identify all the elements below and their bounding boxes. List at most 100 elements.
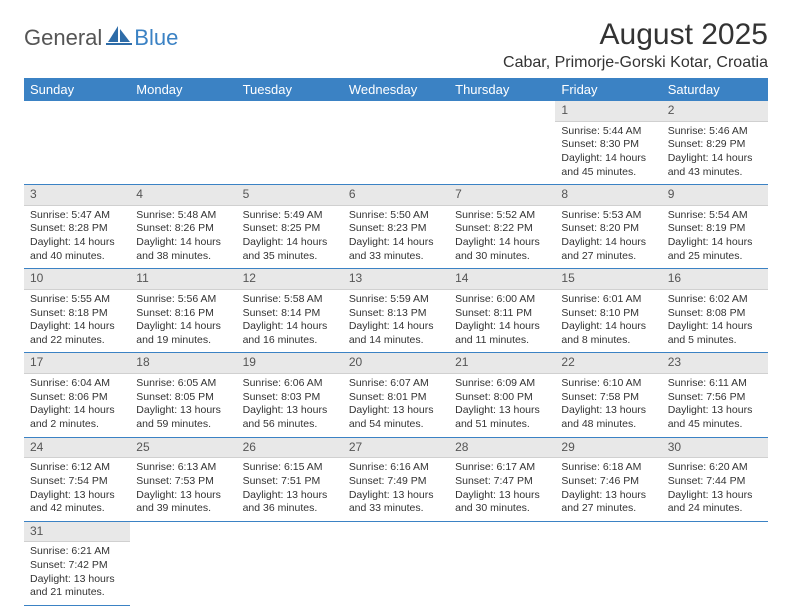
logo: General Blue — [24, 18, 178, 51]
sunset-line: Sunset: 8:16 PM — [136, 307, 230, 321]
calendar-cell: 20Sunrise: 6:07 AMSunset: 8:01 PMDayligh… — [343, 353, 449, 437]
day-number: 20 — [343, 353, 449, 374]
sunset-line: Sunset: 7:49 PM — [349, 475, 443, 489]
sunset-line: Sunset: 8:22 PM — [455, 222, 549, 236]
day-body: Sunrise: 6:12 AMSunset: 7:54 PMDaylight:… — [24, 458, 130, 521]
day-number: 27 — [343, 438, 449, 459]
sunrise-line: Sunrise: 6:00 AM — [455, 293, 549, 307]
sunset-line: Sunset: 8:08 PM — [668, 307, 762, 321]
calendar-row: 17Sunrise: 6:04 AMSunset: 8:06 PMDayligh… — [24, 353, 768, 437]
day-number: 16 — [662, 269, 768, 290]
day-body: Sunrise: 5:48 AMSunset: 8:26 PMDaylight:… — [130, 206, 236, 269]
daylight-line: Daylight: 13 hours and 45 minutes. — [668, 404, 762, 431]
sunset-line: Sunset: 8:00 PM — [455, 391, 549, 405]
title-block: August 2025 Cabar, Primorje-Gorski Kotar… — [503, 18, 768, 72]
day-number: 2 — [662, 101, 768, 122]
sunset-line: Sunset: 8:19 PM — [668, 222, 762, 236]
calendar-cell: 21Sunrise: 6:09 AMSunset: 8:00 PMDayligh… — [449, 353, 555, 437]
daylight-line: Daylight: 14 hours and 16 minutes. — [243, 320, 337, 347]
day-number: 5 — [237, 185, 343, 206]
sunset-line: Sunset: 7:46 PM — [561, 475, 655, 489]
day-number: 18 — [130, 353, 236, 374]
day-body: Sunrise: 5:44 AMSunset: 8:30 PMDaylight:… — [555, 122, 661, 185]
day-body: Sunrise: 5:54 AMSunset: 8:19 PMDaylight:… — [662, 206, 768, 269]
sunset-line: Sunset: 8:25 PM — [243, 222, 337, 236]
day-body: Sunrise: 6:17 AMSunset: 7:47 PMDaylight:… — [449, 458, 555, 521]
day-number: 17 — [24, 353, 130, 374]
weekday-header: Monday — [130, 78, 236, 101]
weekday-header: Saturday — [662, 78, 768, 101]
sunrise-line: Sunrise: 6:04 AM — [30, 377, 124, 391]
day-body: Sunrise: 6:10 AMSunset: 7:58 PMDaylight:… — [555, 374, 661, 437]
day-number: 28 — [449, 438, 555, 459]
daylight-line: Daylight: 14 hours and 2 minutes. — [30, 404, 124, 431]
sunrise-line: Sunrise: 5:50 AM — [349, 209, 443, 223]
calendar-cell-empty — [555, 521, 661, 605]
calendar-cell-empty — [449, 101, 555, 185]
calendar-body: 1Sunrise: 5:44 AMSunset: 8:30 PMDaylight… — [24, 101, 768, 605]
day-body: Sunrise: 5:52 AMSunset: 8:22 PMDaylight:… — [449, 206, 555, 269]
sunset-line: Sunset: 7:44 PM — [668, 475, 762, 489]
day-number: 26 — [237, 438, 343, 459]
calendar-row: 31Sunrise: 6:21 AMSunset: 7:42 PMDayligh… — [24, 521, 768, 605]
day-number: 3 — [24, 185, 130, 206]
calendar-row: 10Sunrise: 5:55 AMSunset: 8:18 PMDayligh… — [24, 269, 768, 353]
day-body: Sunrise: 5:50 AMSunset: 8:23 PMDaylight:… — [343, 206, 449, 269]
day-body: Sunrise: 6:21 AMSunset: 7:42 PMDaylight:… — [24, 542, 130, 605]
daylight-line: Daylight: 14 hours and 30 minutes. — [455, 236, 549, 263]
day-number: 6 — [343, 185, 449, 206]
calendar-cell: 1Sunrise: 5:44 AMSunset: 8:30 PMDaylight… — [555, 101, 661, 185]
day-number: 9 — [662, 185, 768, 206]
calendar-cell: 16Sunrise: 6:02 AMSunset: 8:08 PMDayligh… — [662, 269, 768, 353]
daylight-line: Daylight: 14 hours and 5 minutes. — [668, 320, 762, 347]
calendar-cell: 6Sunrise: 5:50 AMSunset: 8:23 PMDaylight… — [343, 185, 449, 269]
day-number: 13 — [343, 269, 449, 290]
calendar-cell: 3Sunrise: 5:47 AMSunset: 8:28 PMDaylight… — [24, 185, 130, 269]
sunrise-line: Sunrise: 6:01 AM — [561, 293, 655, 307]
daylight-line: Daylight: 14 hours and 45 minutes. — [561, 152, 655, 179]
sunset-line: Sunset: 8:23 PM — [349, 222, 443, 236]
calendar-cell: 10Sunrise: 5:55 AMSunset: 8:18 PMDayligh… — [24, 269, 130, 353]
calendar-cell: 2Sunrise: 5:46 AMSunset: 8:29 PMDaylight… — [662, 101, 768, 185]
calendar-cell: 11Sunrise: 5:56 AMSunset: 8:16 PMDayligh… — [130, 269, 236, 353]
sunset-line: Sunset: 7:47 PM — [455, 475, 549, 489]
calendar-cell: 19Sunrise: 6:06 AMSunset: 8:03 PMDayligh… — [237, 353, 343, 437]
day-body: Sunrise: 6:02 AMSunset: 8:08 PMDaylight:… — [662, 290, 768, 353]
sunset-line: Sunset: 7:58 PM — [561, 391, 655, 405]
sunset-line: Sunset: 8:30 PM — [561, 138, 655, 152]
weekday-header: Thursday — [449, 78, 555, 101]
calendar-cell: 9Sunrise: 5:54 AMSunset: 8:19 PMDaylight… — [662, 185, 768, 269]
sunset-line: Sunset: 7:54 PM — [30, 475, 124, 489]
sunrise-line: Sunrise: 5:55 AM — [30, 293, 124, 307]
calendar-cell-empty — [343, 101, 449, 185]
sunrise-line: Sunrise: 6:17 AM — [455, 461, 549, 475]
day-number: 24 — [24, 438, 130, 459]
calendar-cell: 29Sunrise: 6:18 AMSunset: 7:46 PMDayligh… — [555, 437, 661, 521]
sunset-line: Sunset: 7:56 PM — [668, 391, 762, 405]
sunrise-line: Sunrise: 5:52 AM — [455, 209, 549, 223]
day-number: 4 — [130, 185, 236, 206]
calendar-cell-empty — [24, 101, 130, 185]
daylight-line: Daylight: 13 hours and 24 minutes. — [668, 489, 762, 516]
sunrise-line: Sunrise: 5:53 AM — [561, 209, 655, 223]
logo-text-general: General — [24, 25, 102, 51]
sunrise-line: Sunrise: 6:06 AM — [243, 377, 337, 391]
sunrise-line: Sunrise: 6:12 AM — [30, 461, 124, 475]
day-body: Sunrise: 6:11 AMSunset: 7:56 PMDaylight:… — [662, 374, 768, 437]
logo-text-blue: Blue — [134, 25, 178, 51]
daylight-line: Daylight: 14 hours and 35 minutes. — [243, 236, 337, 263]
day-number: 29 — [555, 438, 661, 459]
daylight-line: Daylight: 14 hours and 8 minutes. — [561, 320, 655, 347]
sunset-line: Sunset: 8:26 PM — [136, 222, 230, 236]
day-body: Sunrise: 6:00 AMSunset: 8:11 PMDaylight:… — [449, 290, 555, 353]
sunrise-line: Sunrise: 6:05 AM — [136, 377, 230, 391]
sunrise-line: Sunrise: 6:18 AM — [561, 461, 655, 475]
day-number: 8 — [555, 185, 661, 206]
day-body: Sunrise: 6:18 AMSunset: 7:46 PMDaylight:… — [555, 458, 661, 521]
sunrise-line: Sunrise: 6:20 AM — [668, 461, 762, 475]
day-body: Sunrise: 5:59 AMSunset: 8:13 PMDaylight:… — [343, 290, 449, 353]
calendar-cell: 31Sunrise: 6:21 AMSunset: 7:42 PMDayligh… — [24, 521, 130, 605]
daylight-line: Daylight: 14 hours and 33 minutes. — [349, 236, 443, 263]
sunrise-line: Sunrise: 6:10 AM — [561, 377, 655, 391]
day-body: Sunrise: 5:55 AMSunset: 8:18 PMDaylight:… — [24, 290, 130, 353]
